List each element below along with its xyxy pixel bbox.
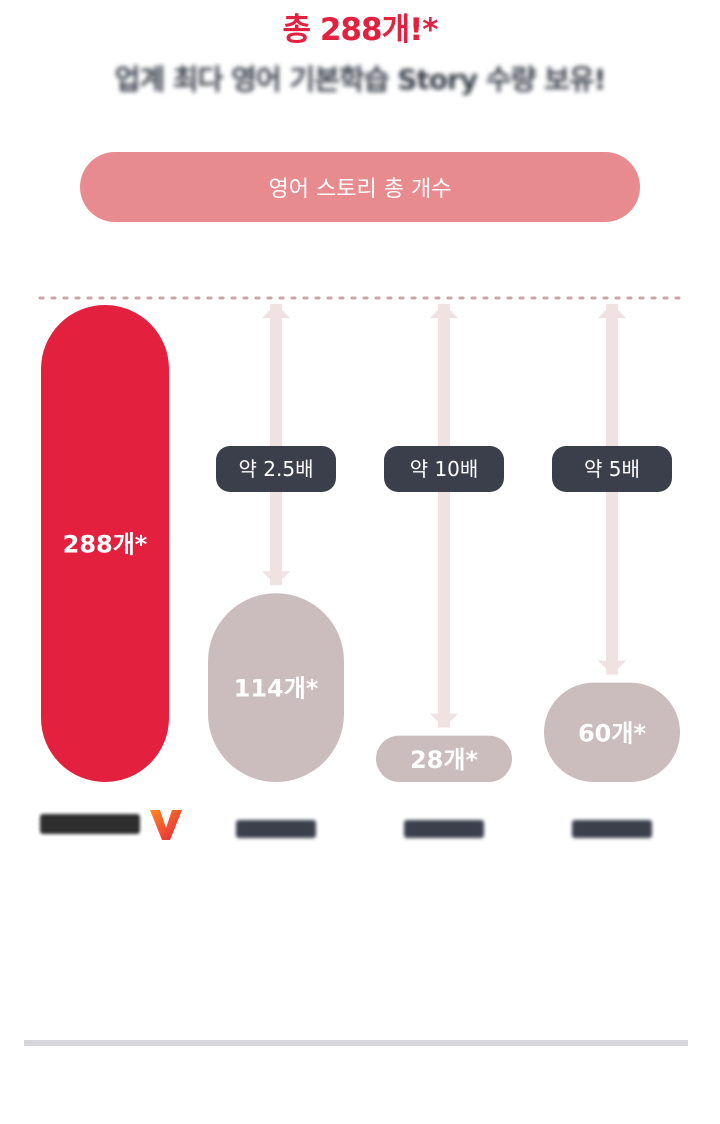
- arrow-head-up-1: [262, 304, 290, 318]
- ratio-label-1: 약 2.5배: [239, 457, 314, 481]
- value-label-brand-v: 288개*: [63, 531, 148, 559]
- arrow-head-down-3: [598, 660, 626, 675]
- ratio-badge-1: [216, 446, 336, 492]
- value-label-competitor-a: 114개*: [234, 675, 319, 703]
- bottom-divider: [24, 1040, 688, 1046]
- brand-v-logo-icon: [150, 810, 182, 840]
- ratio-label-3: 약 5배: [584, 457, 640, 481]
- arrow-head-up-2: [430, 304, 458, 318]
- bar-competitor-a: [208, 593, 344, 782]
- bar-brand-v: [41, 305, 169, 782]
- ratio-label-2: 약 10배: [410, 457, 479, 481]
- arrow-head-down-2: [430, 713, 458, 728]
- value-label-competitor-b: 28개*: [410, 746, 478, 774]
- value-label-competitor-c: 60개*: [578, 719, 646, 747]
- chart-title-banner: 영어 스토리 총 개수: [80, 152, 640, 222]
- category-label-competitor-c: [572, 820, 652, 838]
- bar-competitor-b: [376, 735, 512, 782]
- brand-logo: [40, 806, 184, 842]
- ratio-badge-2: [384, 446, 504, 492]
- arrow-shaft-1: [270, 304, 282, 586]
- arrow-head-up-3: [598, 304, 626, 318]
- bar-competitor-c: [544, 682, 680, 782]
- headline-total: 총 288개!*: [282, 12, 439, 48]
- category-label-competitor-a: [236, 820, 316, 838]
- arrow-head-down-1: [262, 571, 290, 586]
- category-label-competitor-b: [404, 820, 484, 838]
- page-subtitle: 업계 최다 영어 기본학습 Story 수량 보유!: [114, 63, 607, 96]
- chart-title: 영어 스토리 총 개수: [268, 177, 452, 202]
- arrow-shaft-2: [438, 304, 450, 728]
- brand-wordmark: [40, 814, 140, 834]
- ratio-badge-3: [552, 446, 672, 492]
